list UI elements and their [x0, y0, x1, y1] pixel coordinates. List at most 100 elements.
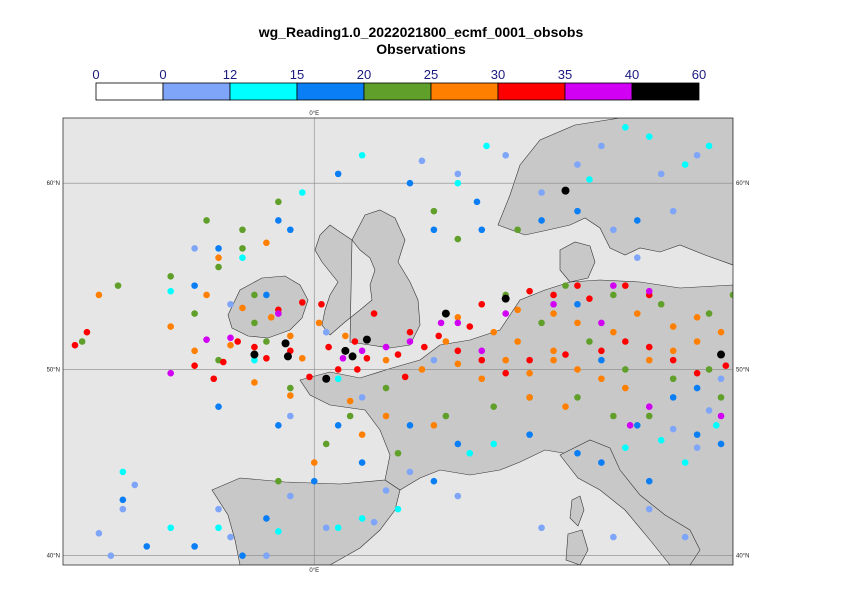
observation-point [502, 356, 509, 364]
observation-point [502, 369, 509, 377]
observation-point [251, 356, 258, 364]
observation-point [645, 133, 653, 140]
observation-point [358, 515, 366, 522]
observation-point [435, 332, 442, 340]
legend-bin [631, 82, 700, 101]
observation-point [78, 338, 86, 345]
observation-point [693, 444, 701, 451]
observation-point [657, 300, 665, 308]
observation-point [633, 422, 641, 429]
observation-point [562, 403, 569, 410]
observation-point [298, 189, 306, 196]
observation-point [239, 226, 246, 234]
legend-tick-label: 25 [424, 67, 438, 82]
observation-point [437, 319, 445, 327]
observation-point [421, 343, 428, 351]
observation-point [191, 282, 198, 289]
observation-point [382, 384, 390, 392]
lon-label-top: 0°E [309, 111, 319, 117]
observation-point [454, 179, 462, 187]
observation-point [287, 226, 294, 234]
observation-point [693, 431, 701, 438]
observation-point [610, 328, 617, 336]
observation-point [574, 207, 581, 215]
observation-point [574, 319, 581, 327]
graticule [63, 118, 733, 565]
observation-point [693, 384, 701, 392]
lat-40-label-left: 40°N [47, 554, 60, 560]
observation-point [220, 358, 227, 366]
graticule-labels: 0°E 0°E 60°N 60°N 50°N 50°N 40°N 40°N [47, 111, 750, 574]
observation-point [227, 341, 234, 349]
lat-50-label-left: 50°N [47, 367, 60, 373]
observation-point [358, 347, 366, 355]
observation-point [370, 518, 378, 526]
observation-point [107, 552, 115, 559]
observation-point [287, 384, 294, 392]
observation-point [251, 343, 258, 351]
observation-point [239, 254, 246, 261]
observation-point [598, 142, 605, 150]
observation-point [598, 347, 605, 355]
land-scandinavia [497, 118, 733, 266]
observation-point [263, 338, 270, 345]
observation-point [430, 422, 438, 429]
observation-point [526, 369, 533, 377]
color-legend: 0 0 12 15 20 25 30 35 40 60 [92, 67, 706, 101]
observation-point [526, 287, 533, 295]
observation-point [95, 530, 103, 537]
legend-bins [95, 82, 700, 101]
observation-point [234, 338, 241, 345]
observation-point [287, 392, 294, 399]
observation-point [598, 375, 605, 383]
observation-point [645, 412, 653, 420]
observation-point [370, 310, 378, 317]
observation-point [514, 338, 521, 345]
observation-point [203, 336, 210, 343]
observation-points [71, 124, 733, 559]
observation-point [251, 379, 258, 386]
observation-point [669, 356, 677, 364]
observation-point [263, 239, 270, 247]
observation-point [263, 354, 270, 362]
legend-tick-label: 40 [625, 67, 639, 82]
observation-point [322, 440, 330, 448]
observation-point [454, 347, 462, 355]
observation-point [717, 328, 725, 336]
observation-point [251, 319, 258, 327]
observation-point [550, 347, 557, 355]
observation-point [574, 161, 581, 168]
observation-point [346, 412, 354, 420]
observation-point [251, 291, 258, 299]
observation-point [681, 533, 689, 541]
observation-point [610, 291, 617, 299]
observation-point [454, 440, 462, 448]
observation-point [418, 157, 426, 165]
observation-point [693, 369, 701, 377]
observation-point [250, 350, 259, 359]
observation-point [275, 528, 282, 535]
observation-point [167, 273, 174, 280]
legend-tick-label: 15 [290, 67, 304, 82]
observation-point [622, 444, 629, 451]
observation-point [342, 332, 349, 340]
observation-point [215, 263, 222, 271]
observation-point [263, 515, 270, 522]
observation-point [203, 291, 210, 299]
observation-point [502, 310, 509, 317]
observation-point [669, 425, 677, 433]
observation-point [430, 207, 438, 215]
observation-point [287, 347, 294, 355]
observation-point [502, 151, 509, 159]
observation-point [406, 328, 414, 336]
observation-point [645, 505, 653, 513]
land-denmark [559, 241, 596, 283]
observation-point [466, 323, 474, 330]
observation-point [622, 282, 629, 289]
observation-point [574, 394, 581, 401]
observation-point [705, 366, 713, 373]
observation-point [334, 366, 342, 373]
map-title: wg_Reading1.0_2022021800_ecmf_0001_obsob… [258, 24, 584, 40]
observation-point [633, 254, 641, 261]
observation-point [478, 226, 486, 234]
